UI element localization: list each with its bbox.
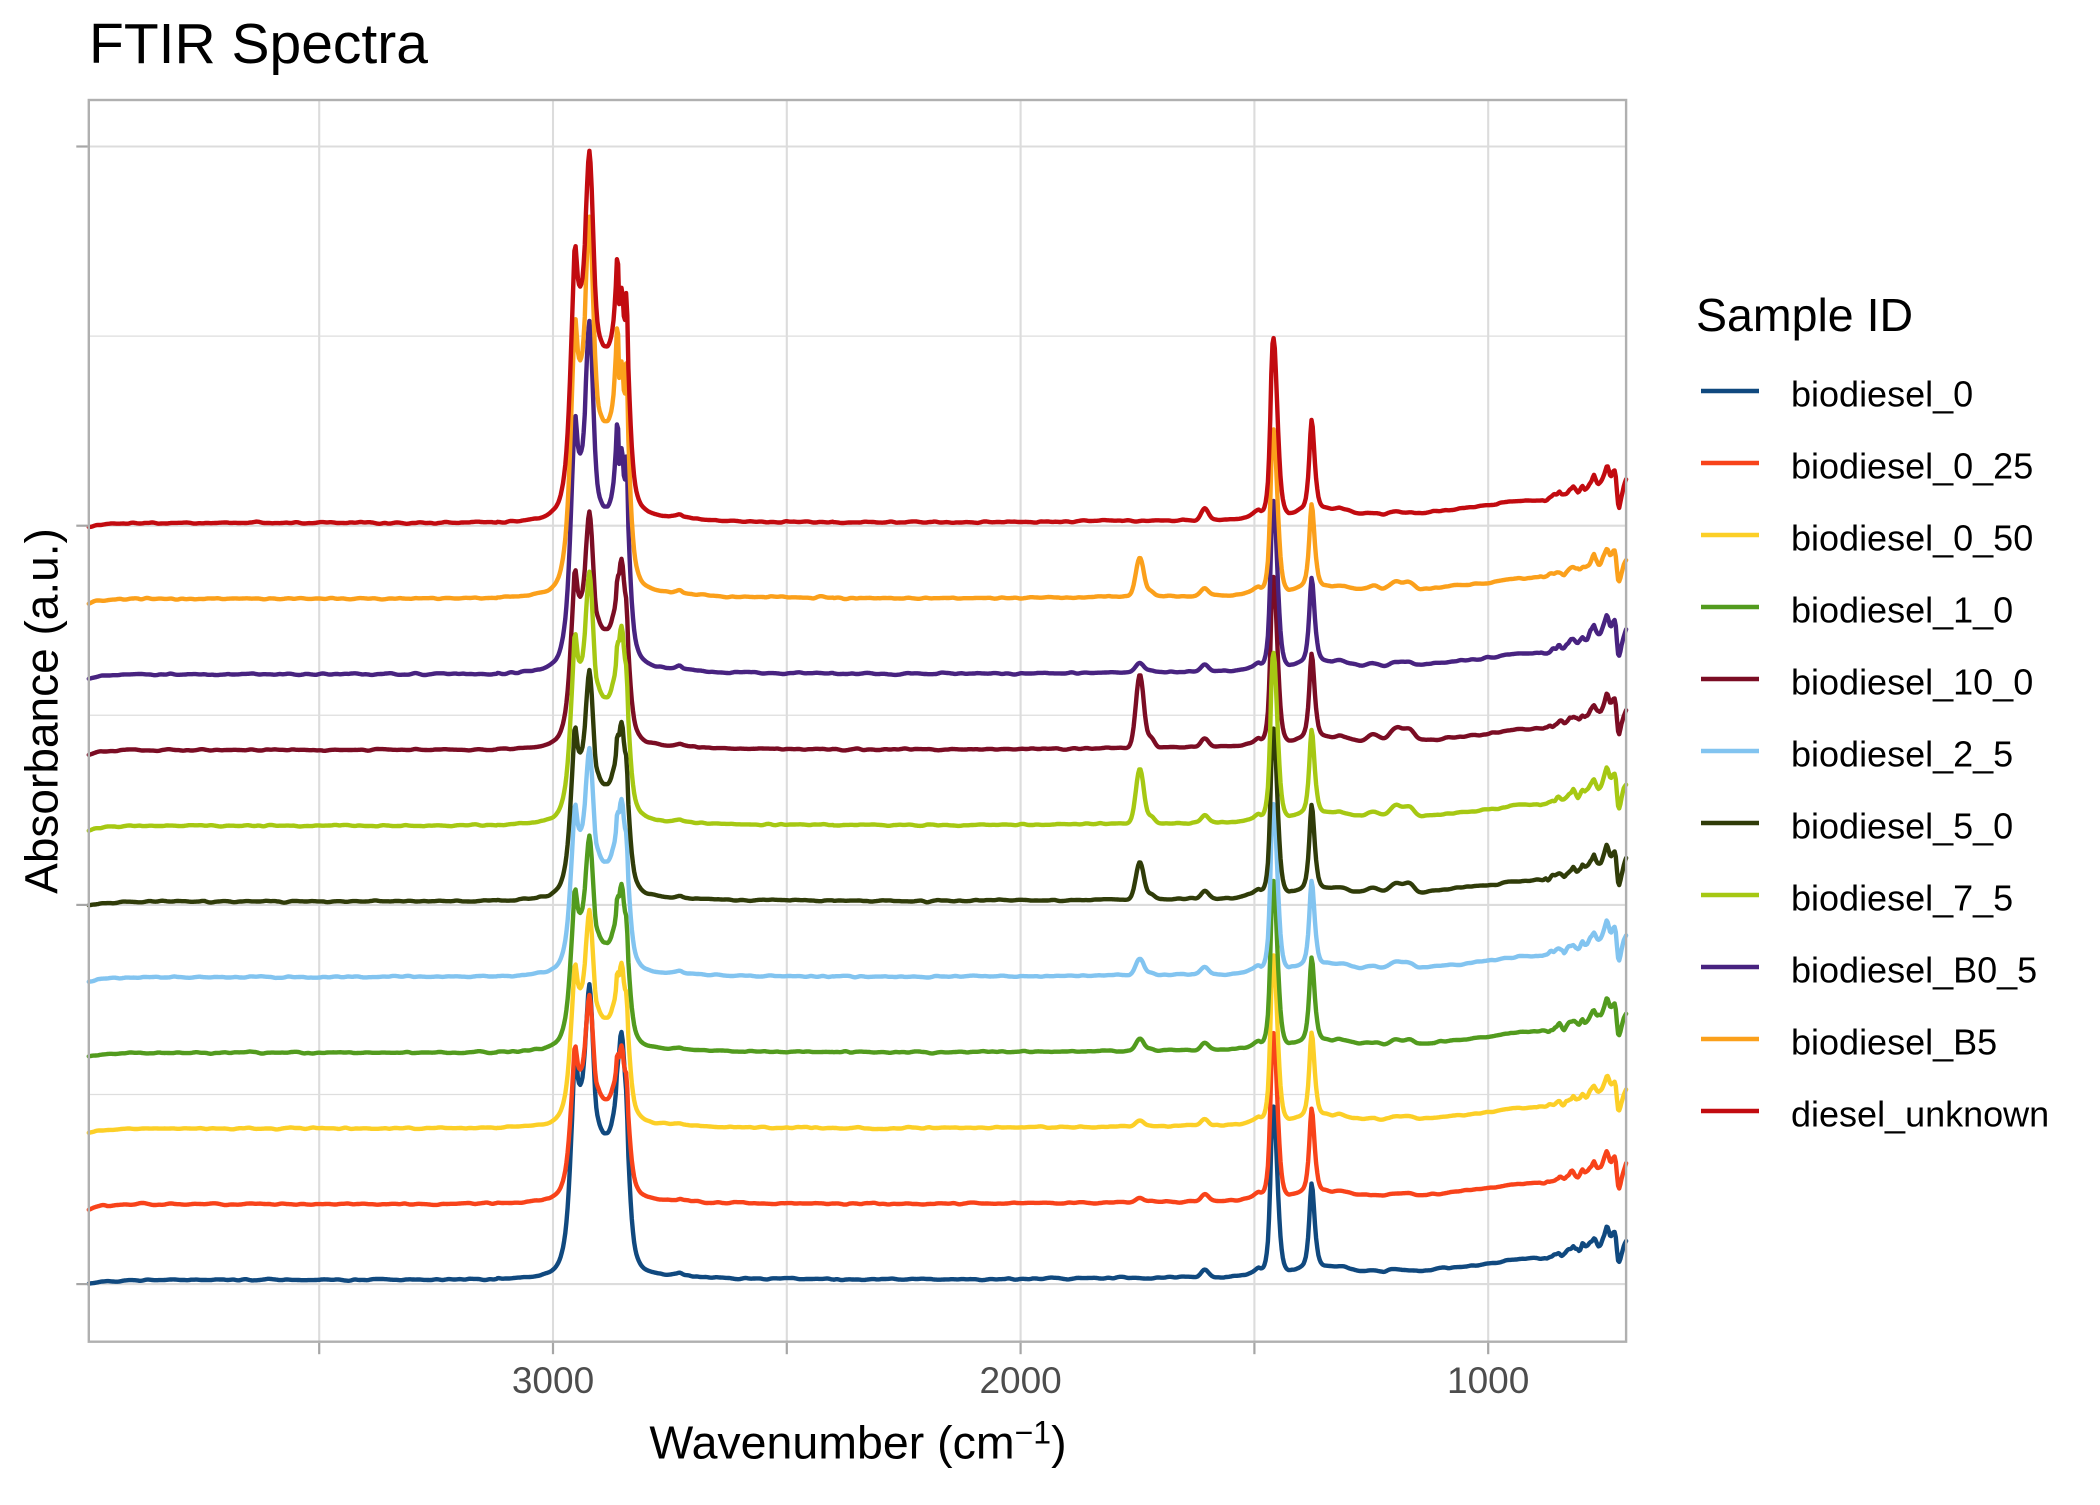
svg-text:Sample ID: Sample ID bbox=[1696, 289, 1913, 341]
svg-text:diesel_unknown: diesel_unknown bbox=[1791, 1094, 2049, 1135]
svg-text:biodiesel_5_0: biodiesel_5_0 bbox=[1791, 806, 2013, 847]
svg-text:Absorbance (a.u.): Absorbance (a.u.) bbox=[16, 528, 68, 894]
svg-text:biodiesel_0_25: biodiesel_0_25 bbox=[1791, 446, 2033, 487]
svg-text:biodiesel_B5: biodiesel_B5 bbox=[1791, 1022, 1997, 1063]
svg-text:2000: 2000 bbox=[979, 1360, 1061, 1401]
svg-text:biodiesel_0: biodiesel_0 bbox=[1791, 374, 1973, 415]
svg-text:3000: 3000 bbox=[512, 1360, 594, 1401]
svg-text:biodiesel_7_5: biodiesel_7_5 bbox=[1791, 878, 2013, 919]
svg-text:biodiesel_10_0: biodiesel_10_0 bbox=[1791, 662, 2033, 703]
svg-text:biodiesel_2_5: biodiesel_2_5 bbox=[1791, 734, 2013, 775]
svg-text:Wavenumber (cm−1): Wavenumber (cm−1) bbox=[649, 1415, 1066, 1469]
svg-text:biodiesel_0_50: biodiesel_0_50 bbox=[1791, 518, 2033, 559]
svg-text:biodiesel_B0_5: biodiesel_B0_5 bbox=[1791, 950, 2037, 991]
svg-text:1000: 1000 bbox=[1447, 1360, 1529, 1401]
svg-text:biodiesel_1_0: biodiesel_1_0 bbox=[1791, 590, 2013, 631]
svg-text:FTIR Spectra: FTIR Spectra bbox=[89, 12, 428, 76]
